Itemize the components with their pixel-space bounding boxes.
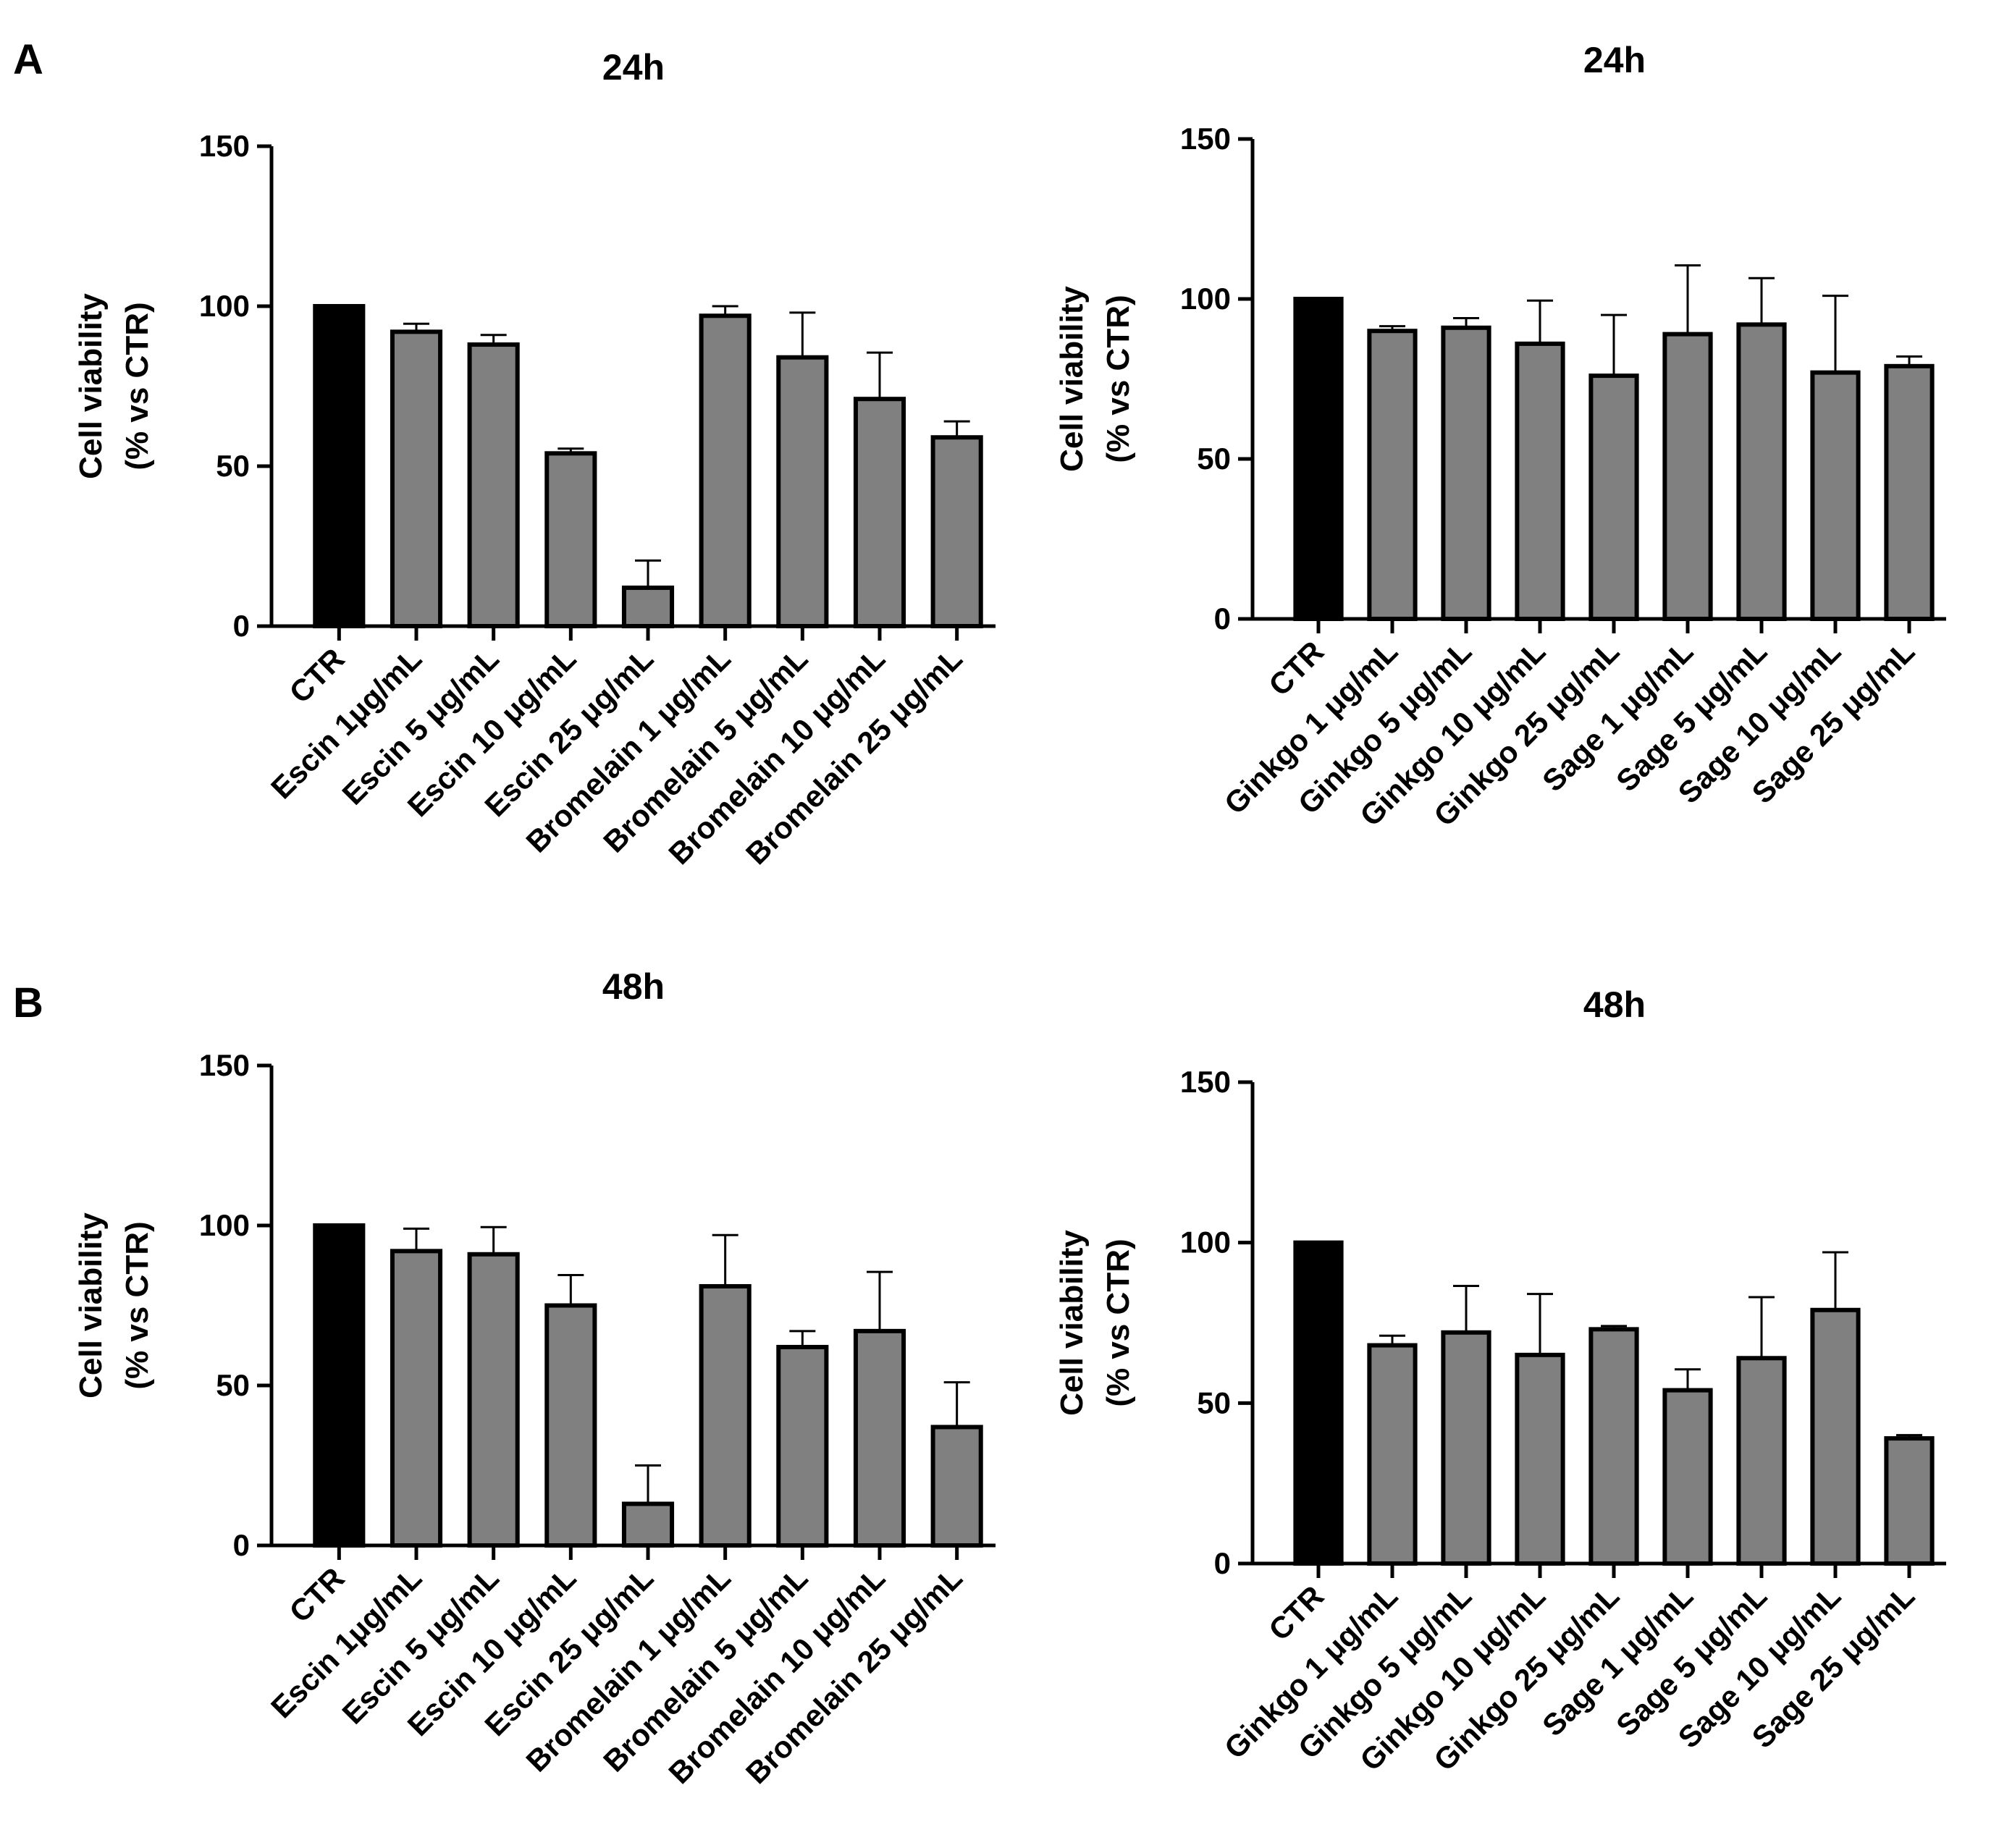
y-axis-label-line2: (% vs CTR) xyxy=(1100,1239,1136,1406)
bar-treatment xyxy=(930,435,983,628)
bar-treatment xyxy=(1884,363,1935,621)
chart-title: 24h xyxy=(1583,40,1646,80)
bar-treatment xyxy=(621,585,675,629)
bar-treatment xyxy=(1662,1388,1713,1566)
bar-treatment xyxy=(1441,1330,1491,1566)
bar-treatment xyxy=(1810,370,1861,621)
bar-treatment xyxy=(390,329,443,628)
bar-treatment xyxy=(1736,1356,1787,1566)
y-tick-label: 50 xyxy=(216,1368,250,1402)
y-tick-label: 150 xyxy=(199,129,250,163)
chart-title: 24h xyxy=(602,47,665,88)
y-tick-label: 0 xyxy=(1214,1546,1231,1580)
bar-treatment xyxy=(1810,1307,1861,1566)
bar-treatment xyxy=(544,451,597,628)
y-axis-label-line2: (% vs CTR) xyxy=(1100,295,1136,463)
y-axis-label-line2: (% vs CTR) xyxy=(119,1221,155,1389)
bar-treatment xyxy=(1515,341,1565,621)
y-axis-label-line2: (% vs CTR) xyxy=(119,302,155,470)
y-axis-label-line1: Cell viability xyxy=(1054,286,1090,472)
bar-treatment xyxy=(390,1249,443,1548)
bar-control xyxy=(1293,297,1344,621)
bar-treatment xyxy=(776,1344,829,1548)
bar-treatment xyxy=(699,313,752,628)
y-axis-label-line1: Cell viability xyxy=(73,293,109,479)
bar-treatment xyxy=(1367,1343,1418,1566)
bar-treatment xyxy=(467,1252,520,1548)
bar-treatment xyxy=(621,1501,675,1548)
chart-title: 48h xyxy=(1583,984,1646,1025)
chart-title: 48h xyxy=(602,966,665,1007)
panel-b-label-group: B xyxy=(13,979,43,1026)
y-tick-label: 100 xyxy=(199,289,250,323)
y-tick-label: 50 xyxy=(1197,1385,1231,1419)
y-tick-label: 50 xyxy=(1197,442,1231,476)
bar-treatment xyxy=(1662,332,1713,621)
y-tick-label: 100 xyxy=(1180,1225,1231,1260)
bar-treatment xyxy=(1441,325,1491,621)
bar-treatment xyxy=(1367,329,1418,621)
bar-treatment xyxy=(699,1283,752,1548)
bar-treatment xyxy=(1736,322,1787,621)
y-tick-label: 150 xyxy=(1180,122,1231,156)
category-label: CTR xyxy=(282,641,350,709)
y-tick-label: 50 xyxy=(216,449,250,483)
y-tick-label: 150 xyxy=(1180,1065,1231,1099)
y-axis-label-line1: Cell viability xyxy=(1054,1230,1090,1416)
y-axis-label: Cell viability (% vs CTR) xyxy=(1054,286,1136,472)
panel-a-label-group: A xyxy=(13,36,43,83)
y-tick-label: 0 xyxy=(233,1528,250,1562)
y-tick-label: 150 xyxy=(199,1048,250,1082)
bar-control xyxy=(313,304,366,628)
y-axis-label: Cell viability (% vs CTR) xyxy=(73,1212,155,1398)
y-axis-label: Cell viability (% vs CTR) xyxy=(1054,1230,1136,1416)
panel-b-label: B xyxy=(13,979,43,1026)
bar-control xyxy=(313,1223,366,1548)
bar-control xyxy=(1293,1240,1344,1566)
bar-treatment xyxy=(467,342,520,628)
y-tick-label: 100 xyxy=(199,1208,250,1242)
y-tick-label: 0 xyxy=(233,609,250,643)
category-label: CTR xyxy=(282,1561,350,1629)
bar-treatment xyxy=(776,355,829,628)
category-label: CTR xyxy=(1262,1579,1330,1647)
bar-treatment xyxy=(544,1303,597,1548)
bar-treatment xyxy=(1588,374,1639,622)
bar-treatment xyxy=(853,1328,906,1548)
panel-a-label: A xyxy=(13,36,43,83)
y-tick-label: 0 xyxy=(1214,602,1231,636)
bar-treatment xyxy=(1515,1352,1565,1566)
category-label: CTR xyxy=(1262,634,1330,702)
bar-treatment xyxy=(1884,1436,1935,1566)
bar-treatment xyxy=(853,397,906,628)
y-axis-label-line1: Cell viability xyxy=(73,1212,109,1398)
y-tick-label: 100 xyxy=(1180,282,1231,316)
y-axis-label: Cell viability (% vs CTR) xyxy=(73,293,155,479)
bar-treatment xyxy=(1588,1327,1639,1566)
bar-treatment xyxy=(930,1425,983,1548)
